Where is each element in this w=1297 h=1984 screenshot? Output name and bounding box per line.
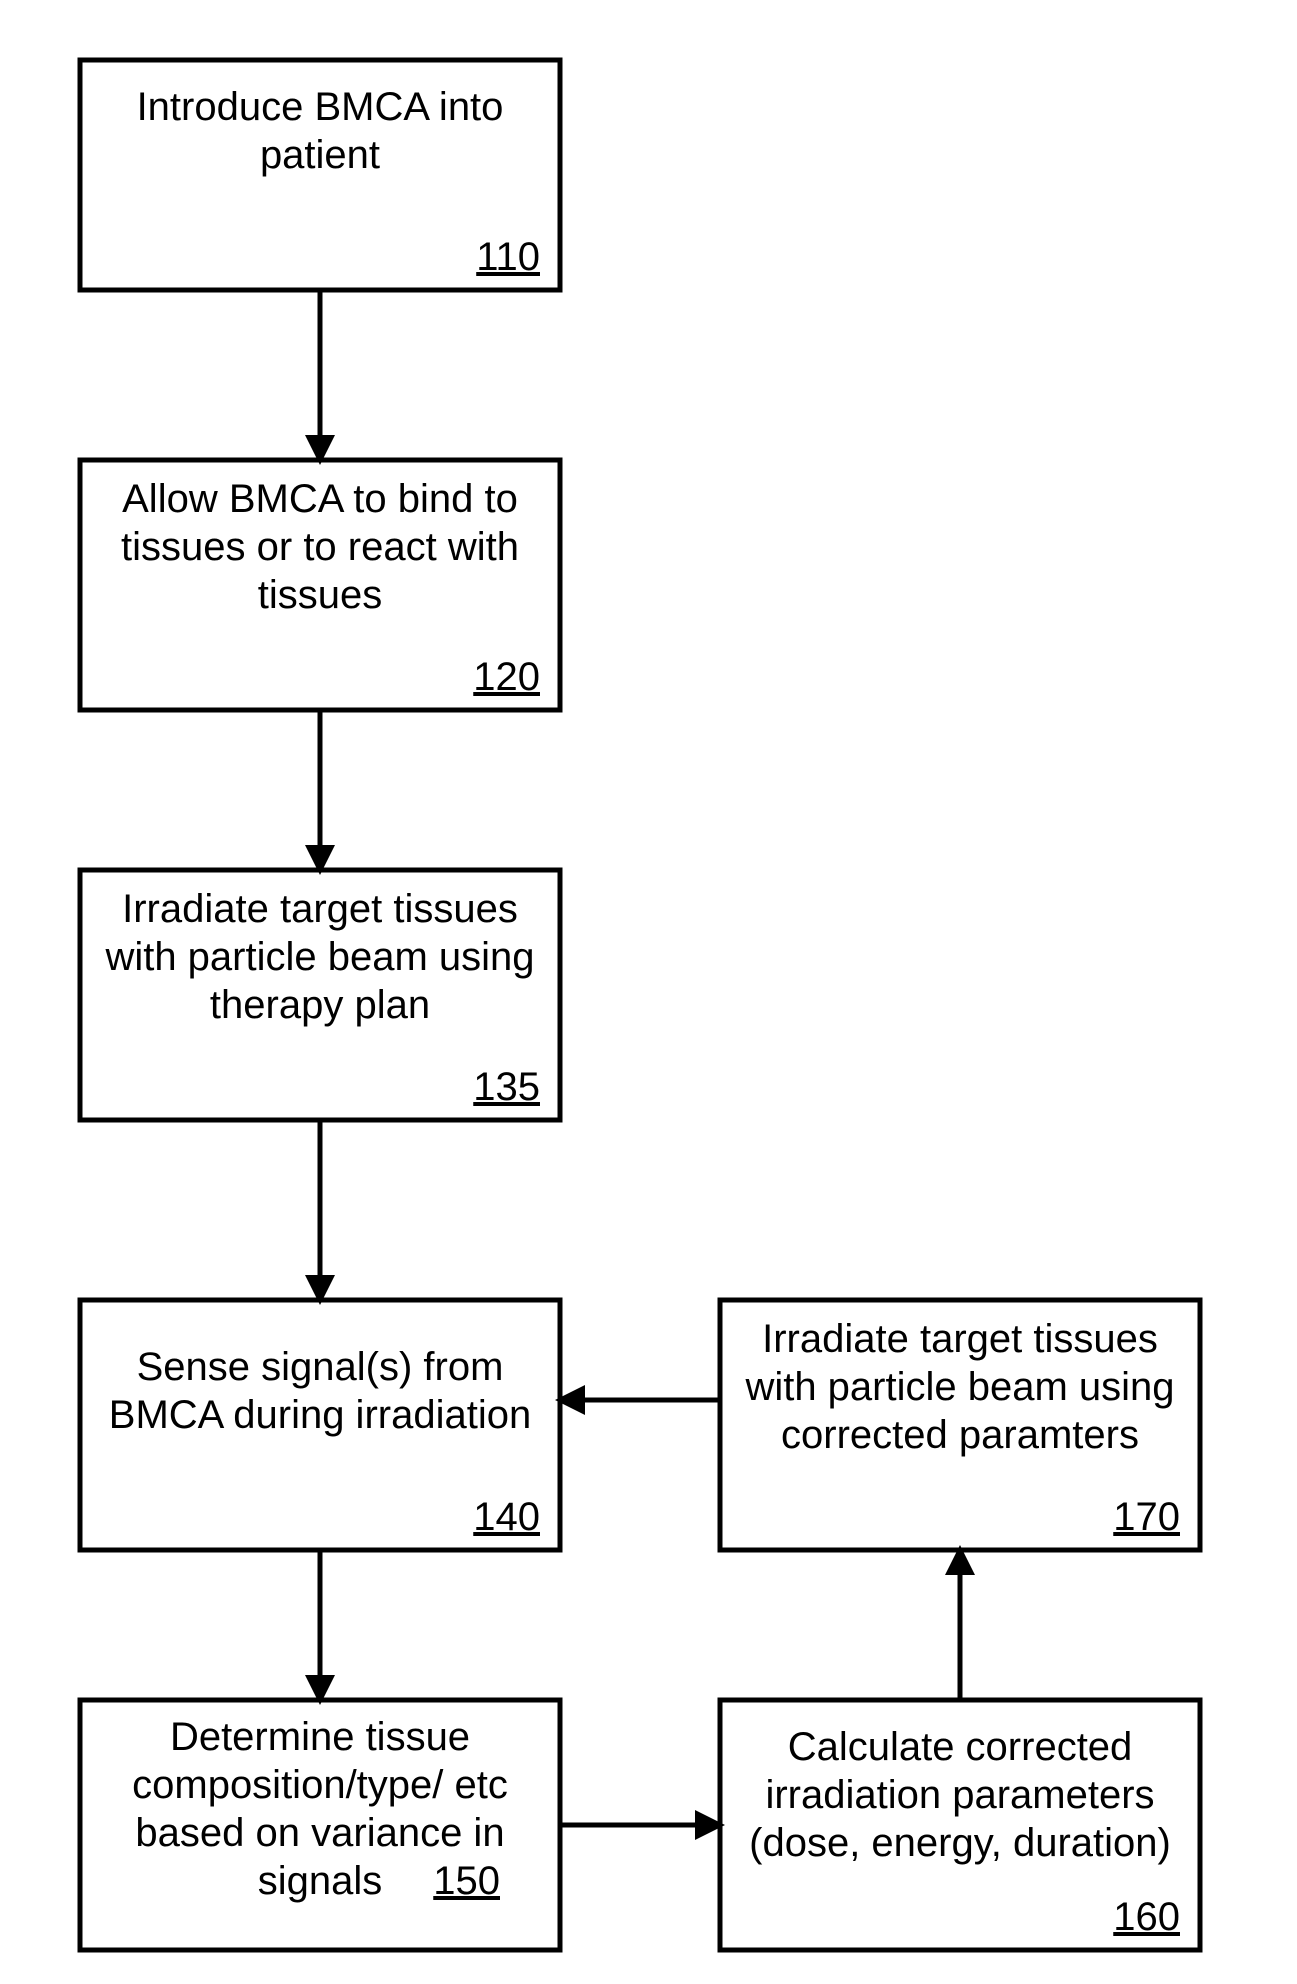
flow-box-140: Sense signal(s) fromBMCA during irradiat…	[80, 1300, 560, 1550]
flow-box-text: composition/type/ etc	[132, 1763, 508, 1807]
flow-box-number: 135	[473, 1065, 540, 1109]
flow-box-text: Allow BMCA to bind to	[122, 477, 518, 521]
flow-box-text: Calculate corrected	[788, 1725, 1133, 1769]
flow-box-135: Irradiate target tissueswith particle be…	[80, 870, 560, 1120]
flow-box-number: 150	[433, 1859, 500, 1903]
flow-box-160: Calculate correctedirradiation parameter…	[720, 1700, 1200, 1950]
flow-box-number: 120	[473, 655, 540, 699]
flow-box-text: with particle beam using	[104, 935, 534, 979]
flow-box-text: Introduce BMCA into	[137, 85, 504, 129]
flow-box-text: BMCA during irradiation	[109, 1393, 531, 1437]
flow-box-text: patient	[260, 133, 380, 177]
flow-box-text: based on variance in	[135, 1811, 504, 1855]
flow-box-text: signals	[258, 1859, 383, 1903]
flow-box-text: Irradiate target tissues	[762, 1317, 1158, 1361]
flow-box-170: Irradiate target tissueswith particle be…	[720, 1300, 1200, 1550]
flow-box-number: 140	[473, 1495, 540, 1539]
flow-box-number: 110	[476, 235, 540, 279]
flow-box-text: Sense signal(s) from	[137, 1345, 504, 1389]
flow-box-text: therapy plan	[210, 983, 430, 1027]
flow-box-120: Allow BMCA to bind totissues or to react…	[80, 460, 560, 710]
flow-box-text: Irradiate target tissues	[122, 887, 518, 931]
flow-box-text: corrected paramters	[781, 1413, 1139, 1457]
flow-box-text: (dose, energy, duration)	[749, 1821, 1171, 1865]
flow-box-text: tissues	[258, 573, 383, 617]
flow-box-number: 160	[1113, 1895, 1180, 1939]
flow-box-text: tissues or to react with	[121, 525, 519, 569]
flow-box-text: Determine tissue	[170, 1715, 470, 1759]
flow-box-110: Introduce BMCA intopatient 110	[80, 60, 560, 290]
flow-box-150: Determine tissuecomposition/type/ etcbas…	[80, 1700, 560, 1950]
flow-box-text: with particle beam using	[744, 1365, 1174, 1409]
flow-box-number: 170	[1113, 1495, 1180, 1539]
flow-box-text: irradiation parameters	[765, 1773, 1154, 1817]
